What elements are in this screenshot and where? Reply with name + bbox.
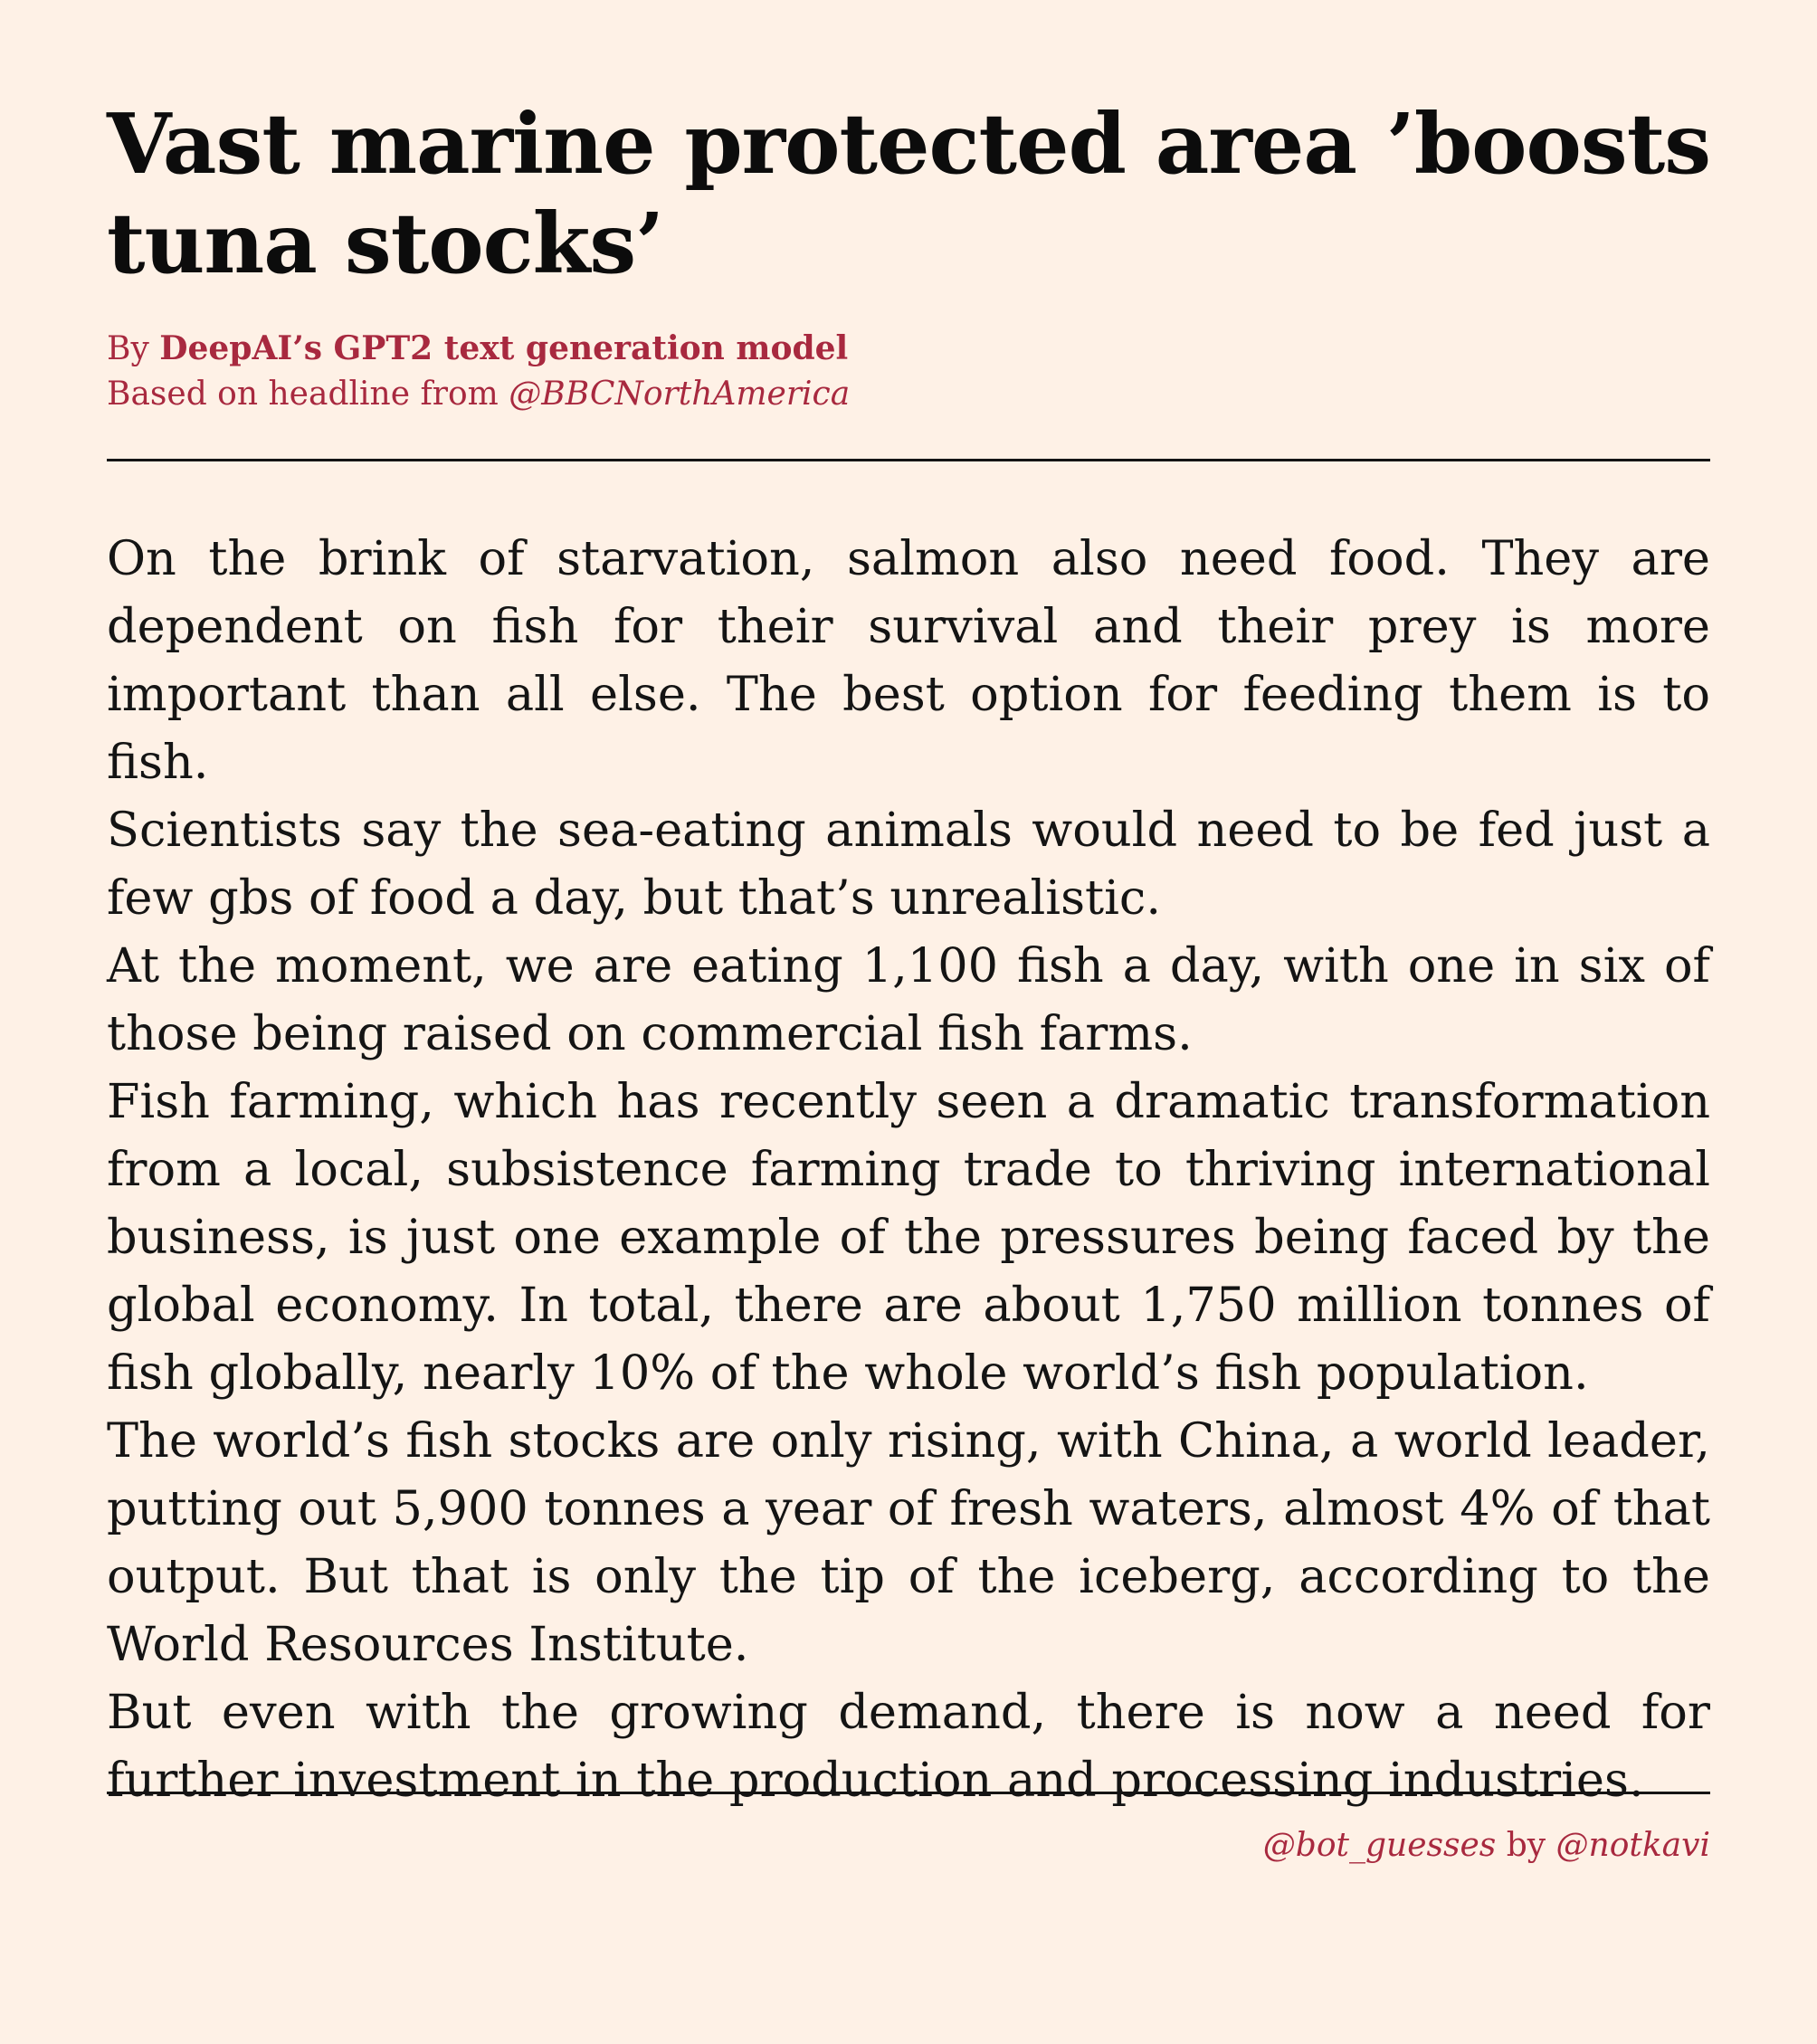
paragraph: Fish farming, which has recently seen a … xyxy=(107,1074,1710,1401)
author-line: By DeepAI’s GPT2 text generation model xyxy=(107,326,850,372)
paragraph: But even with the growing demand, there … xyxy=(107,1685,1710,1808)
paragraph: On the brink of starvation, salmon also … xyxy=(107,531,1710,790)
author-name: DeepAI’s GPT2 text generation model xyxy=(159,329,849,367)
source-prefix: Based on headline from xyxy=(107,376,509,413)
footer-credit: @bot_guesses by @notkavi xyxy=(1263,1823,1710,1868)
bot-handle[interactable]: @bot_guesses xyxy=(1262,1827,1497,1864)
byline: By DeepAI’s GPT2 text generation model B… xyxy=(107,326,850,417)
paragraph: At the moment, we are eating 1,100 fish … xyxy=(107,938,1710,1061)
source-handle[interactable]: @BBCNorthAmerica xyxy=(509,376,851,413)
top-divider xyxy=(107,459,1710,461)
bottom-divider xyxy=(107,1792,1710,1794)
credit-joiner: by xyxy=(1496,1827,1556,1864)
source-line: Based on headline from @BBCNorthAmerica xyxy=(107,372,850,417)
paragraph: The world’s fish stocks are only rising,… xyxy=(107,1413,1710,1672)
author-handle[interactable]: @notkavi xyxy=(1555,1827,1710,1864)
headline: Vast marine protected area ’boosts tuna … xyxy=(107,95,1711,292)
article-body: On the brink of starvation, salmon also … xyxy=(107,525,1710,1814)
paragraph: Scientists say the sea-eating animals wo… xyxy=(107,803,1710,926)
by-prefix: By xyxy=(107,330,160,367)
